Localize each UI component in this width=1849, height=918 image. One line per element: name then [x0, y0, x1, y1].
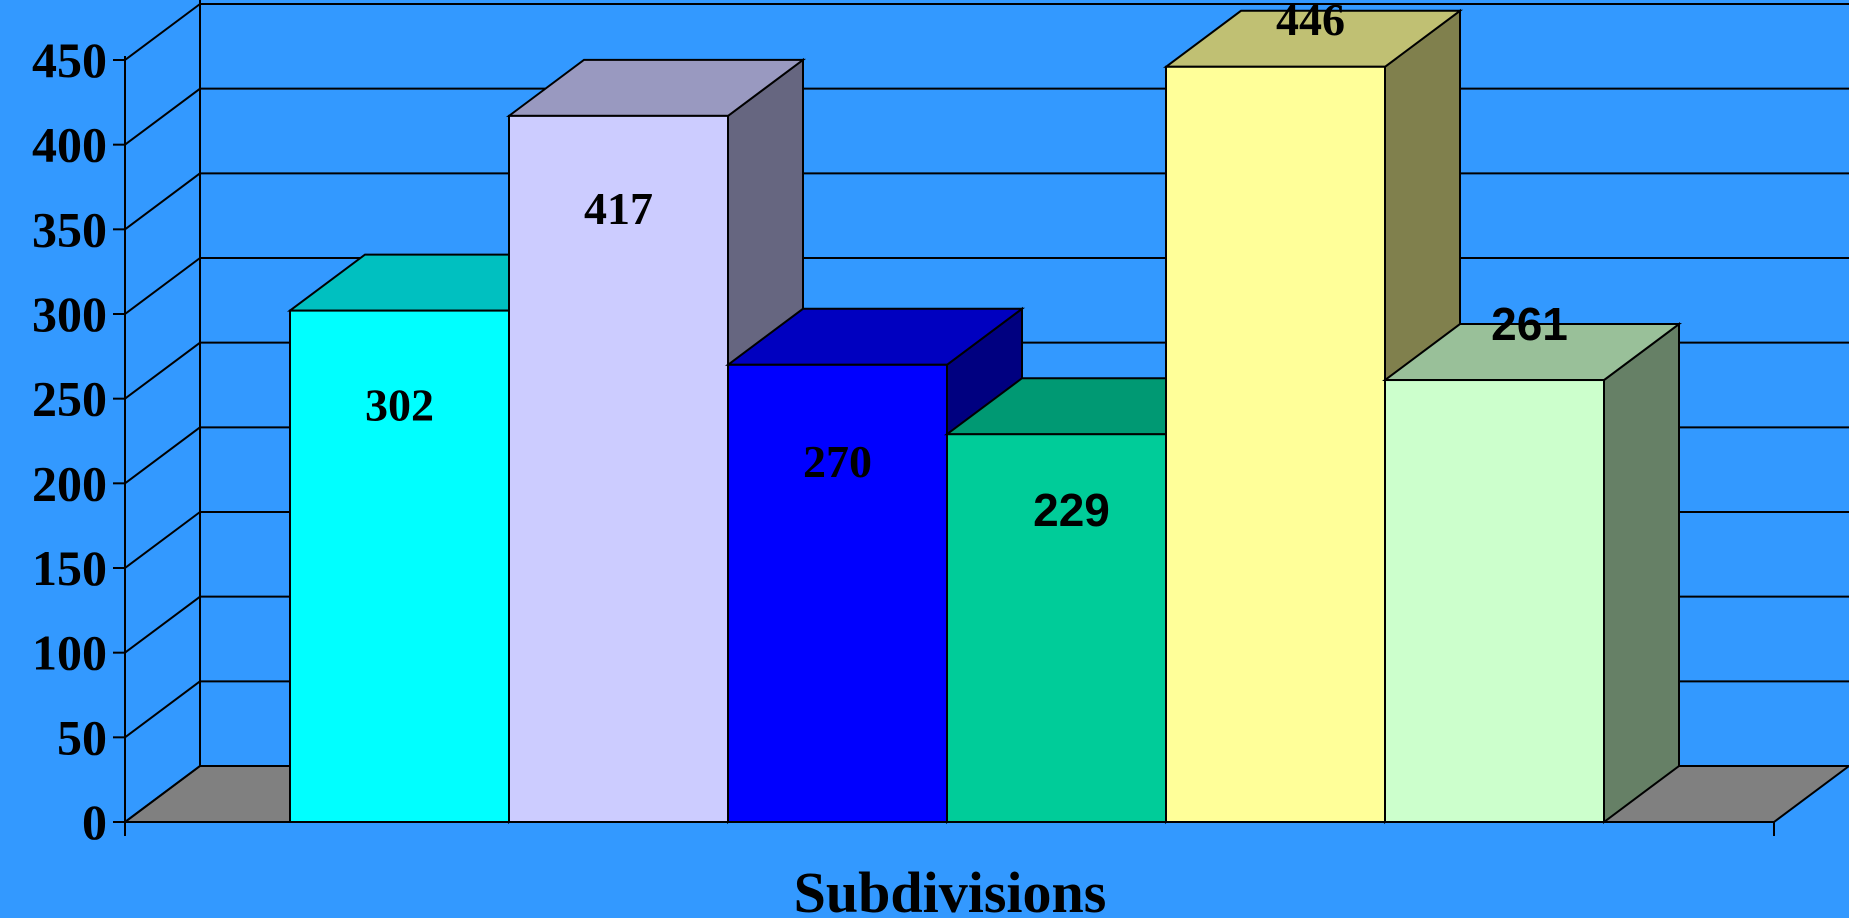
gridline-side: [124, 172, 201, 231]
gridline-side: [124, 680, 201, 739]
bar: [1381, 322, 1683, 824]
y-axis-tick-label: 150: [32, 540, 107, 596]
gridline-side: [124, 511, 201, 569]
bar-front: [946, 433, 1167, 823]
gridline-side: [124, 3, 201, 61]
bar-value-label: 261: [1491, 298, 1568, 350]
y-axis-tick-label: 250: [32, 371, 107, 427]
bar-front: [727, 363, 948, 823]
gridline-side: [124, 87, 201, 146]
bar-front: [508, 114, 729, 823]
y-axis-tick-label: 100: [32, 625, 107, 681]
chart-labels: 0 50 100 150 200 250 300 350 400 450 302 417 270 229 4…: [32, 0, 1568, 850]
bar-front: [1384, 379, 1605, 823]
bar-front: [1165, 65, 1386, 824]
y-axis-tick-label: 50: [57, 709, 107, 765]
y-axis-tick-label: 350: [32, 201, 107, 257]
gridline-side: [124, 595, 201, 654]
y-axis-tick-label: 300: [32, 286, 107, 342]
bar-front: [289, 309, 510, 823]
y-axis-tick-label: 400: [32, 117, 107, 173]
y-axis-tick-label: 200: [32, 455, 107, 511]
bar-value-label: 446: [1276, 0, 1345, 45]
y-axis-tick-label: 0: [82, 794, 107, 850]
gridline-side: [124, 765, 201, 823]
bar-value-label: 270: [803, 436, 872, 487]
gridline-side: [124, 257, 201, 315]
bar-side: [1603, 322, 1680, 824]
bar-value-label: 229: [1033, 484, 1110, 536]
chart-bars: [286, 8, 1683, 824]
bar-value-label: 417: [584, 183, 653, 234]
gridline-side: [124, 341, 201, 400]
bar-value-label: 302: [365, 380, 434, 431]
gridline-side: [124, 426, 201, 485]
x-axis-title: Subdivisions: [794, 860, 1107, 918]
y-axis-tick-label: 450: [32, 32, 107, 88]
